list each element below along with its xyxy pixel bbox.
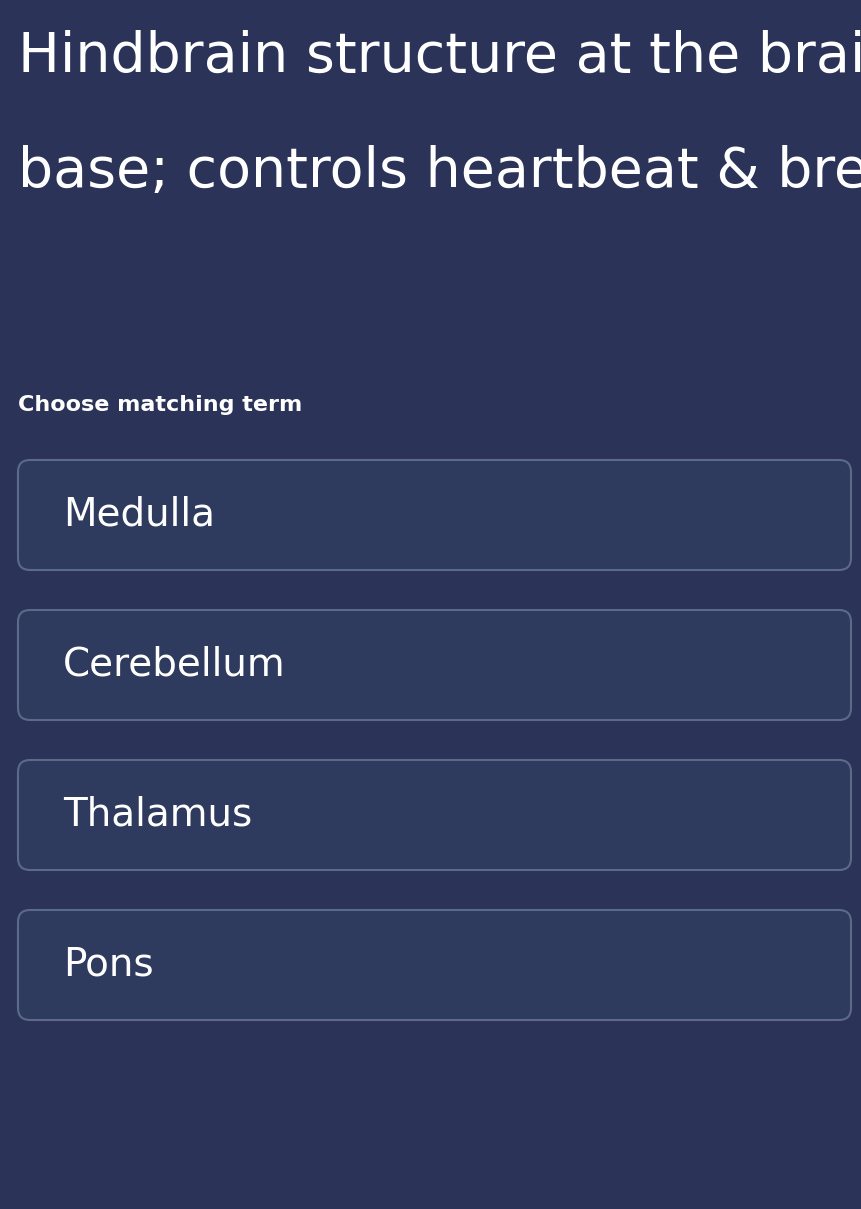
FancyBboxPatch shape <box>18 611 851 721</box>
Text: Thalamus: Thalamus <box>63 796 252 834</box>
FancyBboxPatch shape <box>18 459 851 569</box>
Text: Cerebellum: Cerebellum <box>63 646 286 684</box>
Text: Medulla: Medulla <box>63 496 215 534</box>
FancyBboxPatch shape <box>18 910 851 1020</box>
Text: Pons: Pons <box>63 945 153 984</box>
FancyBboxPatch shape <box>18 760 851 870</box>
Text: Choose matching term: Choose matching term <box>18 395 302 415</box>
Text: Hindbrain structure at the brainstem's: Hindbrain structure at the brainstem's <box>18 30 861 83</box>
Text: base; controls heartbeat & breathing.: base; controls heartbeat & breathing. <box>18 145 861 199</box>
